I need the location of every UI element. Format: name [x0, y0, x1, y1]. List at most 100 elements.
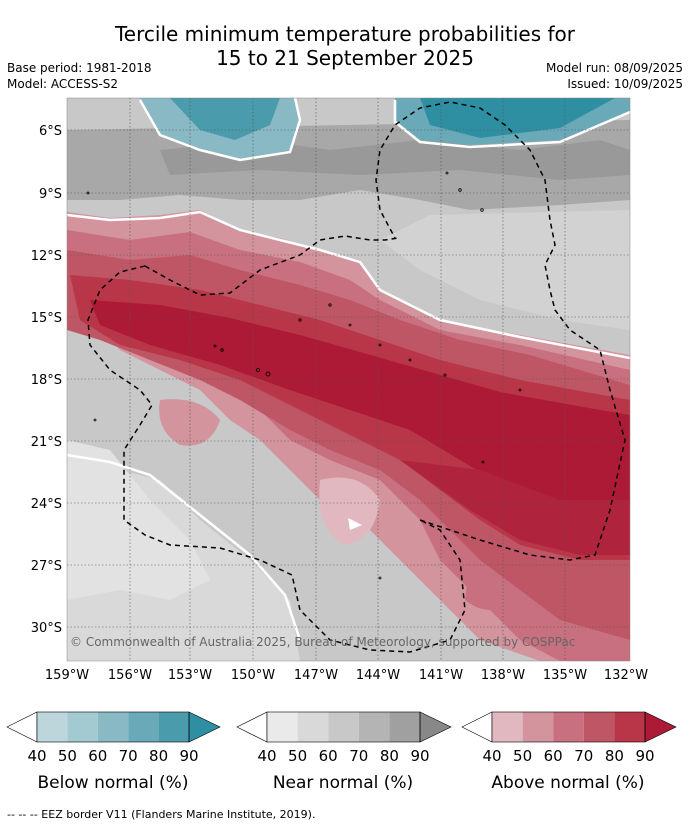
legend-swatch — [128, 712, 159, 742]
legend-above-arrow-high — [644, 711, 677, 743]
eez-french-polynesia-west — [87, 265, 466, 653]
island-tuamotu-1 — [298, 318, 302, 322]
lon-label: 141°W — [419, 668, 463, 683]
lon-label: 144°W — [356, 668, 400, 683]
legend-near-arrow-high — [419, 711, 452, 743]
below-normal-core-west — [170, 98, 280, 140]
above-normal-pocket-center — [319, 477, 380, 545]
lon-label: 138°W — [481, 668, 525, 683]
lon-label: 153°W — [168, 668, 212, 683]
legend-above-arrow-low — [461, 711, 493, 743]
lat-label: 15°S — [31, 311, 62, 326]
lat-label: 18°S — [31, 373, 62, 388]
white-pocket — [348, 518, 362, 530]
legend-swatch — [297, 712, 329, 742]
legend-below-frame — [36, 711, 190, 743]
islands — [86, 171, 522, 580]
island-north-1 — [86, 191, 90, 195]
lon-label: 159°W — [45, 668, 89, 683]
legend-tick: 60 — [544, 747, 563, 765]
map-title: Tercile minimum temperature probabilitie… — [0, 22, 690, 70]
legend-below-caption: Below normal (%) — [38, 773, 189, 793]
legend-swatch — [97, 712, 129, 742]
legend-tick: 40 — [482, 747, 501, 765]
graticule — [67, 98, 630, 661]
island-marquesas-2 — [480, 208, 484, 212]
lon-label: 132°W — [604, 668, 648, 683]
legend-swatch — [389, 712, 420, 742]
near-normal-east — [380, 210, 630, 330]
below-normal-core-east — [420, 98, 615, 138]
island-moorea — [256, 368, 260, 372]
island-austral-1 — [481, 460, 485, 464]
meta-right: Model run: 08/09/2025 Issued: 10/09/2025 — [546, 60, 683, 92]
island-tuamotu-4 — [378, 343, 382, 347]
legend-swatch — [614, 712, 645, 742]
legend-tick: 60 — [88, 747, 107, 765]
eez-footnote: -- -- -- EEZ border V11 (Flanders Marine… — [7, 808, 316, 821]
category-boundary-north — [67, 210, 630, 360]
above-normal-core-south — [400, 460, 630, 555]
legend-swatch — [328, 712, 359, 742]
legend-near-arrow-low — [236, 711, 268, 743]
island-leeward-2 — [213, 344, 217, 348]
island-tuamotu-3 — [348, 323, 352, 327]
lat-label: 12°S — [31, 249, 62, 264]
map-plot-area — [67, 98, 630, 661]
legend-swatch — [267, 712, 298, 742]
model-name: Model: ACCESS-S2 — [7, 77, 119, 91]
legend-swatch — [522, 712, 554, 742]
legend-tick: 50 — [58, 747, 77, 765]
near-normal-southwest-light — [67, 440, 210, 600]
below-boundary-east — [393, 100, 630, 149]
legend-swatch — [358, 712, 390, 742]
base-period: Base period: 1981-2018 — [7, 61, 152, 75]
lat-label: 30°S — [31, 621, 62, 636]
issued-date: Issued: 10/09/2025 — [567, 77, 683, 91]
legend-swatch — [553, 712, 584, 742]
island-austral-2 — [378, 576, 382, 580]
lat-label: 27°S — [31, 559, 62, 574]
legend-above-frame — [491, 711, 646, 743]
legend-below-arrow-high — [188, 711, 221, 743]
legend-above-normal: 40 50 60 70 80 90 Above normal (%) — [461, 711, 677, 793]
legend-tick: 80 — [380, 747, 399, 765]
legend-swatch — [492, 712, 523, 742]
lon-label: 135°W — [543, 668, 587, 683]
lat-axis-labels: 6°S 9°S 12°S 15°S 18°S 21°S 24°S 27°S 30… — [31, 124, 62, 636]
below-boundary-west — [138, 98, 302, 162]
map-frame — [66, 97, 631, 662]
island-leeward-1 — [220, 348, 224, 352]
lat-label: 24°S — [31, 497, 62, 512]
legend-tick: 80 — [149, 747, 168, 765]
above-normal-pocket-south — [465, 560, 520, 610]
copyright-notice: © Commonwealth of Australia 2025, Bureau… — [70, 635, 575, 649]
legend-tick: 70 — [574, 747, 593, 765]
legend-tick: 40 — [257, 747, 276, 765]
legend-tick: 70 — [349, 747, 368, 765]
lat-label: 9°S — [39, 187, 62, 202]
lon-label: 156°W — [108, 668, 152, 683]
legend-near-caption: Near normal (%) — [273, 773, 413, 793]
lon-axis-labels: 159°W 156°W 153°W 150°W 147°W 144°W 141°… — [45, 668, 648, 683]
legend-below-arrow-low — [6, 711, 38, 743]
lat-label: 21°S — [31, 435, 62, 450]
legend-tick: 90 — [635, 747, 654, 765]
island-tuamotu-6 — [443, 373, 447, 377]
legend-near-normal: 40 50 60 70 80 90 Near normal (%) — [236, 711, 452, 793]
lon-label: 147°W — [294, 668, 338, 683]
legend-tick: 50 — [513, 747, 532, 765]
category-boundary-southwest — [67, 453, 302, 641]
eez-borders — [87, 101, 626, 653]
island-gambier — [518, 388, 522, 392]
legend-swatch — [37, 712, 68, 742]
legend-tick: 80 — [605, 747, 624, 765]
legend-swatch — [583, 712, 615, 742]
lon-label: 150°W — [231, 668, 275, 683]
island-tuamotu-5 — [408, 358, 412, 362]
legend-above-caption: Above normal (%) — [491, 773, 644, 793]
legend-swatch — [158, 712, 189, 742]
model-run: Model run: 08/09/2025 — [545, 61, 683, 75]
island-tahiti — [265, 371, 271, 377]
above-normal-core — [90, 300, 630, 505]
